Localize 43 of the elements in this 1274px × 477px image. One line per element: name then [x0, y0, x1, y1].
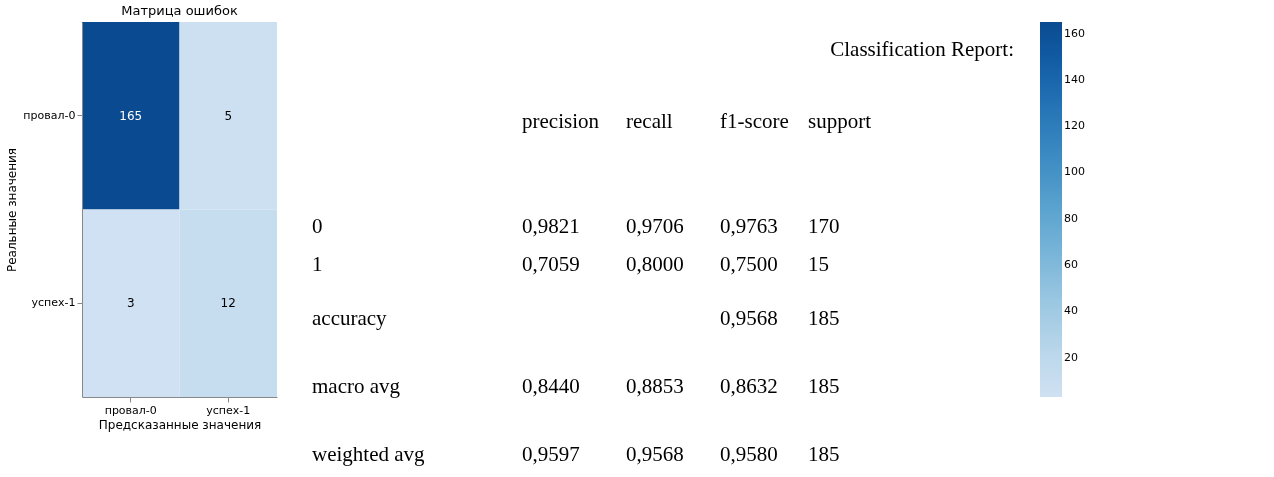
color-bar-label: 40: [1064, 304, 1078, 318]
text: f1-score: [720, 109, 789, 133]
text: 0,9580: [720, 442, 778, 466]
text: 170: [808, 214, 840, 238]
text: 0,9568: [720, 306, 778, 330]
text: 0,7059: [522, 252, 580, 276]
text: 0,9568: [626, 442, 684, 466]
text: support: [808, 109, 872, 133]
text: 0,9597: [522, 442, 580, 466]
text: recall: [626, 109, 673, 133]
data-label: 5: [224, 108, 233, 123]
text: weighted avg: [312, 442, 426, 466]
text: 0,8853: [626, 374, 684, 398]
color-bar-label: 120: [1064, 119, 1085, 133]
text: 0,8000: [626, 252, 684, 276]
text: 0,8440: [522, 374, 580, 398]
text: 185: [808, 374, 840, 398]
text: 0: [312, 214, 323, 238]
chart-title: Матрица ошибок: [121, 3, 238, 18]
text: 0,9706: [626, 214, 684, 238]
text: 0,8632: [720, 374, 778, 398]
text: 0,9763: [720, 214, 778, 238]
data-label: 12: [220, 296, 236, 311]
color-bar-label: 80: [1064, 211, 1078, 225]
text: accuracy: [312, 306, 388, 330]
y-axis-title: Реальные значения: [5, 147, 20, 273]
text: 15: [808, 252, 829, 276]
color-bar-label: 160: [1064, 26, 1085, 40]
text: 1: [312, 252, 323, 276]
text: 185: [808, 306, 840, 330]
color-bar-label: 20: [1064, 350, 1078, 364]
color-bar-label: 140: [1064, 72, 1085, 86]
color-bar-label: 60: [1064, 258, 1078, 272]
data-label: 165: [119, 108, 143, 123]
text: precision: [522, 109, 600, 133]
text: 0,7500: [720, 252, 778, 276]
x-axis-title: Предсказанные значения: [98, 417, 262, 432]
text: 0,9821: [522, 214, 580, 238]
text: 185: [808, 442, 840, 466]
text: Classification Report:: [830, 37, 1014, 61]
text: macro avg: [312, 374, 401, 398]
color-bar-label: 100: [1064, 165, 1085, 179]
data-label: 3: [126, 296, 135, 311]
